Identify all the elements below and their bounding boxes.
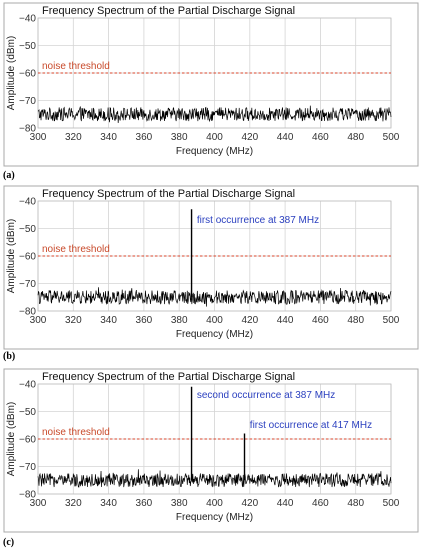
x-tick-label: 380 — [171, 132, 188, 143]
x-tick-label: 460 — [312, 315, 329, 326]
y-tick-label: −80 — [19, 490, 36, 501]
x-tick-label: 420 — [241, 315, 258, 326]
x-tick-label: 440 — [277, 132, 294, 143]
noise-floor-trace — [37, 469, 392, 488]
y-tick-label: −60 — [19, 69, 36, 80]
x-tick-label: 300 — [30, 132, 47, 143]
y-tick-label: −80 — [19, 124, 36, 135]
y-tick-label: −40 — [19, 197, 36, 208]
y-tick-label: −60 — [19, 435, 36, 446]
x-tick-label: 500 — [383, 132, 400, 143]
x-tick-label: 360 — [136, 315, 153, 326]
x-tick-label: 340 — [100, 132, 117, 143]
y-tick-label: −70 — [19, 279, 36, 290]
spectrum-chart-a: Frequency Spectrum of the Partial Discha… — [3, 2, 419, 167]
x-tick-label: 320 — [65, 132, 82, 143]
noise-threshold-label: noise threshold — [42, 427, 110, 438]
y-tick-label: −50 — [19, 407, 36, 418]
noise-threshold-label: noise threshold — [42, 61, 110, 72]
x-tick-label: 400 — [206, 315, 223, 326]
peak-annotation: first occurrence at 387 MHz — [197, 215, 319, 226]
x-tick-label: 340 — [100, 315, 117, 326]
spectrum-chart-b: Frequency Spectrum of the Partial Discha… — [3, 185, 419, 350]
peak-annotation: first occurrence at 417 MHz — [250, 420, 372, 431]
x-axis-label: Frequency (MHz) — [176, 146, 253, 157]
y-tick-label: −70 — [19, 96, 36, 107]
x-tick-label: 300 — [30, 498, 47, 509]
x-tick-label: 340 — [100, 498, 117, 509]
x-axis-label: Frequency (MHz) — [176, 512, 253, 523]
x-tick-label: 480 — [347, 132, 364, 143]
y-tick-label: −40 — [19, 380, 36, 391]
x-tick-label: 360 — [136, 132, 153, 143]
x-tick-label: 400 — [206, 498, 223, 509]
panel-label-a: (a) — [3, 170, 15, 181]
peak-annotation: second occurrence at 387 MHz — [197, 390, 335, 401]
x-tick-label: 380 — [171, 498, 188, 509]
x-tick-label: 480 — [347, 315, 364, 326]
y-axis-label: Amplitude (dBm) — [6, 402, 17, 476]
x-tick-label: 500 — [383, 498, 400, 509]
x-tick-label: 300 — [30, 315, 47, 326]
noise-threshold-label: noise threshold — [42, 244, 110, 255]
spectrum-chart-c: Frequency Spectrum of the Partial Discha… — [3, 368, 419, 533]
x-tick-label: 460 — [312, 498, 329, 509]
chart-title: Frequency Spectrum of the Partial Discha… — [42, 5, 295, 17]
y-tick-label: −50 — [19, 224, 36, 235]
x-tick-label: 320 — [65, 498, 82, 509]
x-tick-label: 500 — [383, 315, 400, 326]
y-tick-label: −60 — [19, 252, 36, 263]
x-tick-label: 360 — [136, 498, 153, 509]
chart-title: Frequency Spectrum of the Partial Discha… — [42, 371, 295, 383]
panel-label-b: (b) — [3, 351, 16, 362]
x-tick-label: 380 — [171, 315, 188, 326]
y-axis-label: Amplitude (dBm) — [6, 219, 17, 293]
x-tick-label: 460 — [312, 132, 329, 143]
x-tick-label: 420 — [241, 132, 258, 143]
x-tick-label: 440 — [277, 498, 294, 509]
y-axis-label: Amplitude (dBm) — [6, 36, 17, 110]
x-tick-label: 320 — [65, 315, 82, 326]
x-tick-label: 480 — [347, 498, 364, 509]
chart-title: Frequency Spectrum of the Partial Discha… — [42, 188, 295, 200]
x-tick-label: 440 — [277, 315, 294, 326]
y-tick-label: −70 — [19, 462, 36, 473]
y-tick-label: −80 — [19, 307, 36, 318]
noise-floor-trace — [37, 287, 392, 307]
y-tick-label: −40 — [19, 14, 36, 25]
x-tick-label: 420 — [241, 498, 258, 509]
x-axis-label: Frequency (MHz) — [176, 329, 253, 340]
x-tick-label: 400 — [206, 132, 223, 143]
noise-floor-trace — [37, 105, 392, 123]
y-tick-label: −50 — [19, 41, 36, 52]
panel-label-c: (c) — [3, 537, 15, 548]
